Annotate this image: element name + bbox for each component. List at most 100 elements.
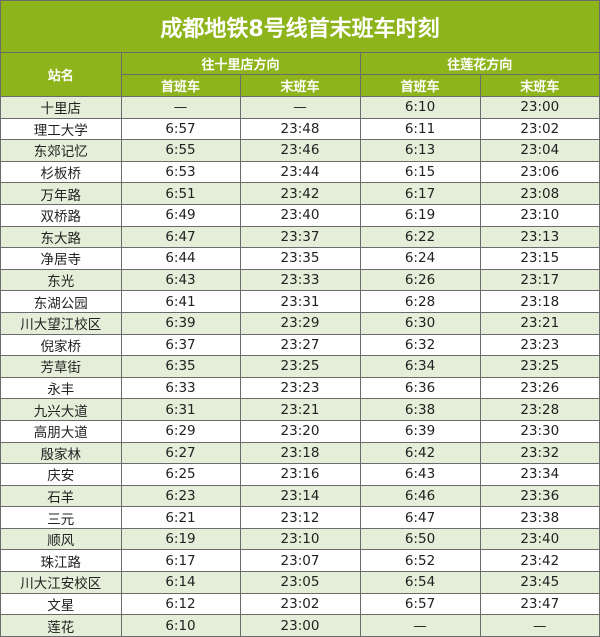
table-row: 文星 6:12 23:02 6:57 23:47 <box>1 592 600 616</box>
station-name: 东湖公园 <box>1 290 122 313</box>
table-row: 九兴大道 6:31 23:21 6:38 23:28 <box>1 398 600 421</box>
dir2-last-train: 23:13 <box>479 225 600 249</box>
dir2-first-train: 6:22 <box>359 225 481 249</box>
dir1-first-train: 6:31 <box>120 398 241 421</box>
station-name: 川大望江校区 <box>1 311 122 335</box>
station-name: 川大江安校区 <box>1 571 122 594</box>
dir2-last-train: — <box>479 614 600 637</box>
dir1-first-train: — <box>120 96 241 119</box>
table-row: 杉板桥 6:53 23:44 6:15 23:06 <box>1 160 600 184</box>
dir1-first-train: 6:53 <box>120 160 241 184</box>
dir1-last-train: 23:25 <box>239 355 361 378</box>
dir2-first-train: 6:47 <box>359 506 481 529</box>
dir2-first-train: 6:11 <box>359 117 481 141</box>
station-name: 莲花 <box>1 614 122 637</box>
dir2-last-train: 23:42 <box>479 549 600 573</box>
dir1-last-train: 23:29 <box>239 311 361 335</box>
dir2-last-train: 23:15 <box>479 247 600 270</box>
table-row: 万年路 6:51 23:42 6:17 23:08 <box>1 182 600 205</box>
dir1-first-train: 6:27 <box>120 441 241 465</box>
dir2-last-train: 23:47 <box>479 592 600 616</box>
dir2-first-train: — <box>359 614 481 637</box>
dir2-last-train: 23:32 <box>479 441 600 465</box>
dir2-last-train: 23:02 <box>479 117 600 141</box>
dir1-first-train: 6:35 <box>120 355 241 378</box>
dir1-first-train: 6:49 <box>120 203 241 227</box>
table-row: 理工大学 6:57 23:48 6:11 23:02 <box>1 117 600 141</box>
header-station: 站名 <box>1 53 122 97</box>
dir1-first-train: 6:33 <box>120 376 241 400</box>
dir2-last-train: 23:25 <box>479 355 600 378</box>
dir2-first-train: 6:39 <box>359 419 481 443</box>
table-row: 东湖公园 6:41 23:31 6:28 23:18 <box>1 290 600 313</box>
dir1-first-train: 6:39 <box>120 311 241 335</box>
station-name: 东光 <box>1 268 122 292</box>
table-row: 顺风 6:19 23:10 6:50 23:40 <box>1 527 600 551</box>
dir1-last-train: 23:21 <box>239 398 361 421</box>
table-row: 川大望江校区 6:39 23:29 6:30 23:21 <box>1 311 600 335</box>
dir2-first-train: 6:30 <box>359 311 481 335</box>
header-first-train: 首班车 <box>121 74 241 97</box>
station-name: 石羊 <box>1 484 122 508</box>
dir1-last-train: 23:40 <box>239 203 361 227</box>
dir1-last-train: 23:00 <box>239 614 361 637</box>
dir1-first-train: 6:29 <box>120 419 241 443</box>
dir2-last-train: 23:08 <box>479 182 600 205</box>
table-row: 三元 6:21 23:12 6:47 23:38 <box>1 506 600 529</box>
dir2-first-train: 6:54 <box>359 571 481 594</box>
dir1-last-train: 23:33 <box>239 268 361 292</box>
table-row: 芳草街 6:35 23:25 6:34 23:25 <box>1 355 600 378</box>
header-direction-shilidian: 往十里店方向 <box>120 53 361 75</box>
schedule-table: 站名 往十里店方向 往莲花方向 首班车 末班车 首班车 末班车 十里店 — —6:1… <box>1 53 600 637</box>
station-name: 文星 <box>1 592 122 616</box>
dir2-last-train: 23:34 <box>479 463 600 486</box>
table-row: 川大江安校区 6:14 23:05 6:54 23:45 <box>1 571 600 594</box>
dir1-first-train: 6:17 <box>120 549 241 573</box>
dir2-first-train: 6:50 <box>359 527 481 551</box>
dir2-first-train: 6:26 <box>359 268 481 292</box>
dir2-first-train: 6:10 <box>359 96 481 119</box>
dir2-first-train: 6:34 <box>359 355 481 378</box>
dir1-first-train: 6:10 <box>120 614 241 637</box>
dir1-first-train: 6:23 <box>120 484 241 508</box>
dir2-first-train: 6:46 <box>359 484 481 508</box>
dir1-last-train: 23:35 <box>239 247 361 270</box>
dir1-first-train: 6:47 <box>120 225 241 249</box>
station-name: 万年路 <box>1 182 122 205</box>
header-last-train: 末班车 <box>479 74 600 97</box>
station-name: 珠江路 <box>1 549 122 573</box>
dir1-last-train: 23:14 <box>239 484 361 508</box>
dir2-last-train: 23:06 <box>479 160 600 184</box>
dir2-first-train: 6:19 <box>359 203 481 227</box>
dir1-first-train: 6:55 <box>120 139 241 162</box>
dir1-first-train: 6:43 <box>120 268 241 292</box>
table-row: 珠江路 6:17 23:07 6:52 23:42 <box>1 549 600 573</box>
dir2-last-train: 23:18 <box>479 290 600 313</box>
dir2-last-train: 23:10 <box>479 203 600 227</box>
dir2-last-train: 23:26 <box>479 376 600 400</box>
dir1-last-train: 23:07 <box>239 549 361 573</box>
table-row: 殷家林 6:27 23:18 6:42 23:32 <box>1 441 600 465</box>
station-name: 理工大学 <box>1 117 122 141</box>
dir2-first-train: 6:38 <box>359 398 481 421</box>
dir1-last-train: 23:44 <box>239 160 361 184</box>
station-name: 东大路 <box>1 225 122 249</box>
dir2-last-train: 23:00 <box>479 96 600 119</box>
dir1-last-train: 23:23 <box>239 376 361 400</box>
dir1-last-train: — <box>239 96 361 119</box>
dir2-first-train: 6:15 <box>359 160 481 184</box>
table-row: 高朋大道 6:29 23:20 6:39 23:30 <box>1 419 600 443</box>
dir2-last-train: 23:23 <box>479 333 600 357</box>
dir2-first-train: 6:17 <box>359 182 481 205</box>
dir1-first-train: 6:37 <box>120 333 241 357</box>
dir1-last-train: 23:20 <box>239 419 361 443</box>
dir2-first-train: 6:24 <box>359 247 481 270</box>
dir1-last-train: 23:27 <box>239 333 361 357</box>
dir1-first-train: 6:25 <box>120 463 241 486</box>
dir2-last-train: 23:40 <box>479 527 600 551</box>
header-direction-lianhua: 往莲花方向 <box>359 53 600 75</box>
station-name: 高朋大道 <box>1 419 122 443</box>
page-title: 成都地铁8号线首末班车时刻 <box>1 1 599 53</box>
station-name: 庆安 <box>1 463 122 486</box>
